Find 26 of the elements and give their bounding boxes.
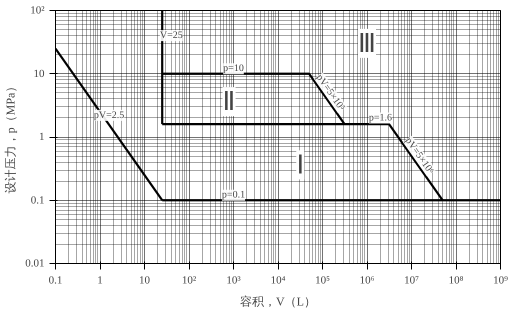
y-tick-label: 0.01: [25, 258, 44, 270]
x-tick-label: 10⁴: [270, 274, 286, 286]
x-tick-label: 10⁶: [360, 274, 375, 286]
x-tick-label: 10²: [182, 274, 197, 286]
x-tick-label: 10³: [226, 274, 242, 286]
annotation: Ⅱ: [222, 87, 236, 116]
annotation: p=1.6: [368, 112, 392, 124]
x-tick-label: 10⁷: [404, 274, 420, 286]
x-tick-label: 10⁹: [493, 274, 508, 286]
x-tick-label: 10⁵: [315, 274, 330, 286]
y-tick-label: 0.1: [30, 194, 44, 206]
annotation: Ⅲ: [358, 28, 376, 58]
x-tick-label: 0.1: [48, 274, 62, 286]
y-tick-label: 1: [39, 131, 44, 143]
annotation: p=0.1: [222, 190, 246, 201]
y-axis-title: 设计压力，p（MPa）: [3, 80, 18, 194]
annotation: p=10: [223, 63, 244, 74]
annotation: Ⅰ: [296, 150, 304, 180]
y-tick-label: 10²: [30, 4, 46, 16]
y-tick-label: 10: [34, 68, 45, 80]
x-tick-label: 10: [139, 274, 150, 286]
annotation: pV=2.5: [94, 110, 124, 121]
x-axis-title: 容积，V（L）: [240, 294, 316, 308]
x-tick-label: 1: [97, 274, 103, 286]
x-tick-label: 10⁸: [448, 274, 464, 286]
annotation: V=25: [160, 30, 183, 42]
